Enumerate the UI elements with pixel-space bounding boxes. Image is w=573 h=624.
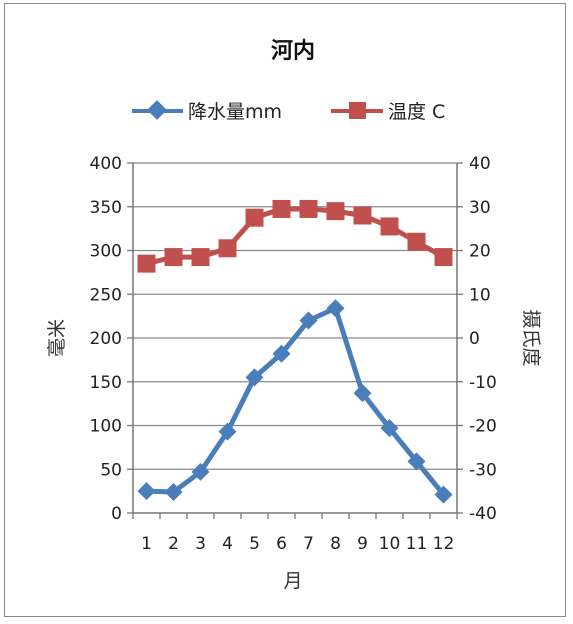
data-point-temp [299, 199, 318, 218]
x-tick-label: 8 [330, 534, 341, 554]
x-tick-label: 2 [168, 534, 179, 554]
y-tick-label-right: -40 [469, 504, 497, 524]
y-axis-left-ticks: 0 50 100 150 200 250 300 350 400 [90, 154, 122, 524]
y-tick-label-right: 40 [469, 154, 491, 174]
data-point-precip [164, 483, 183, 501]
series-line-1 [145, 206, 445, 267]
y-tick-label-left: 350 [90, 198, 122, 218]
y-tick-label-right: 30 [469, 198, 491, 218]
series-layer [137, 199, 453, 504]
x-tick-label: 5 [249, 534, 260, 554]
y-axis-right-ticks: -40 -30 -20 -10 0 10 20 30 40 [469, 154, 497, 524]
data-point-temp [407, 232, 426, 251]
x-axis-title: 月 [283, 570, 302, 592]
x-tick-label: 10 [379, 534, 401, 554]
data-point-temp [272, 199, 291, 218]
data-point-temp [326, 202, 345, 221]
y-axis-left-title: 毫米 [46, 319, 68, 357]
data-point-precip [272, 344, 291, 363]
data-point-precip [407, 452, 426, 471]
legend-item-precip: 降水量mm [132, 100, 282, 123]
y-axis-right-title: 摄氏度 [520, 309, 542, 366]
x-axis-ticks: 1 2 3 4 5 6 7 8 9 10 11 12 [141, 534, 454, 554]
x-tick-label: 11 [406, 534, 428, 554]
y-tick-label-right: -10 [469, 373, 497, 393]
x-tick-label: 7 [303, 534, 314, 554]
y-tick-label-right: -20 [469, 417, 497, 437]
data-point-precip [299, 311, 318, 330]
y-tick-label-left: 0 [111, 504, 122, 524]
x-tick-label: 3 [195, 534, 206, 554]
y-tick-label-right: 0 [469, 329, 480, 349]
x-tick-label: 12 [433, 534, 455, 554]
data-point-precip [353, 384, 372, 403]
data-point-temp [353, 206, 372, 225]
series-line-0 [146, 305, 446, 497]
data-point-precip [380, 419, 399, 438]
y-tick-label-left: 200 [90, 329, 122, 349]
y-tick-label-right: 10 [469, 285, 491, 305]
legend-item-temp: 温度 C [331, 101, 445, 123]
x-tick-label: 6 [276, 534, 287, 554]
data-point-precip [137, 482, 156, 501]
data-point-temp [191, 248, 210, 267]
axes [127, 162, 463, 519]
chart-frame [4, 3, 566, 617]
data-point-precip [191, 462, 210, 481]
y-tick-label-left: 250 [90, 285, 122, 305]
data-point-temp [245, 208, 264, 227]
legend-label-temp: 温度 C [388, 101, 445, 123]
y-tick-label-left: 100 [90, 417, 122, 437]
data-point-precip [434, 485, 453, 504]
data-point-temp [380, 217, 399, 236]
legend: 降水量mm 温度 C [132, 100, 445, 123]
data-point-temp [137, 254, 156, 273]
data-point-temp [434, 248, 453, 267]
y-tick-label-left: 400 [90, 154, 122, 174]
legend-label-precip: 降水量mm [188, 101, 282, 123]
x-tick-label: 9 [357, 534, 368, 554]
data-point-precip [218, 422, 237, 441]
y-tick-label-right: 20 [469, 242, 491, 262]
y-tick-label-right: -30 [469, 460, 497, 480]
x-tick-label: 1 [141, 534, 152, 554]
data-point-precip [245, 368, 264, 387]
legend-marker-diamond [147, 100, 167, 120]
y-tick-label-left: 300 [90, 242, 122, 262]
data-point-precip [326, 299, 345, 318]
data-point-temp [164, 248, 183, 267]
x-tick-label: 4 [222, 534, 233, 554]
legend-marker-square [349, 102, 366, 119]
chart-title: 河内 [271, 39, 315, 64]
data-point-temp [218, 239, 237, 258]
y-tick-label-left: 50 [100, 460, 122, 480]
y-tick-label-left: 150 [90, 373, 122, 393]
